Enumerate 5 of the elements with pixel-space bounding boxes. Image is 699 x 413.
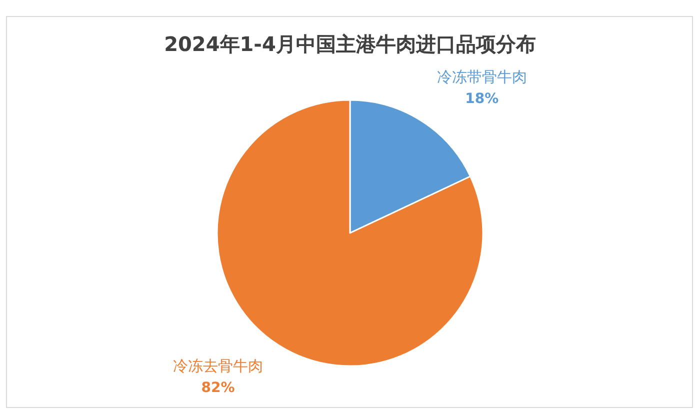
data-label: 18% [465,91,499,107]
chart-title: 2024年1-4月中国主港牛肉进口品项分布 [164,32,536,56]
slice-label: 冷冻去骨牛肉 [173,357,264,375]
slice-label: 冷冻带骨牛肉 [436,68,527,86]
data-label: 82% [201,380,235,396]
